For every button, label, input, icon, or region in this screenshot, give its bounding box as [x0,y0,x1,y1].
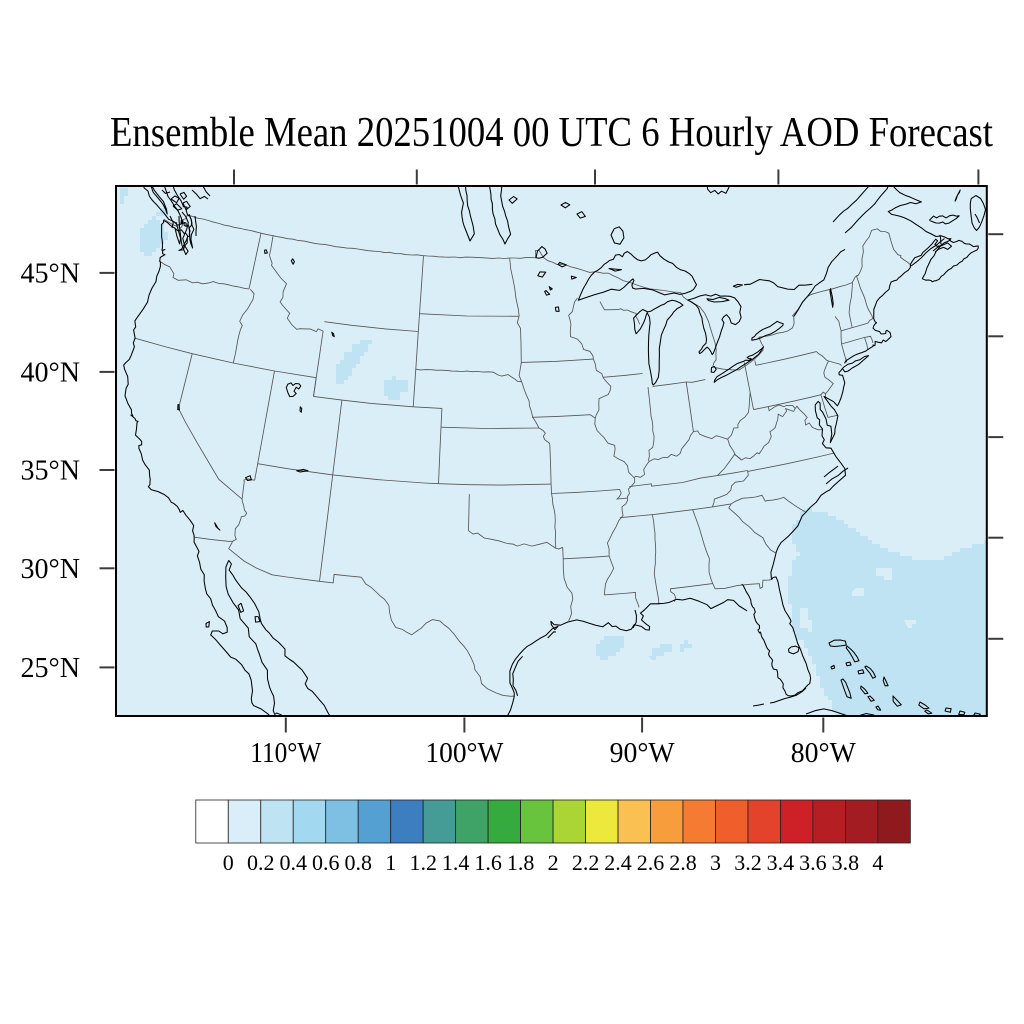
svg-text:0.4: 0.4 [279,850,307,875]
svg-text:0.8: 0.8 [344,850,372,875]
svg-text:3.2: 3.2 [734,850,762,875]
svg-text:2: 2 [548,850,559,875]
svg-text:1.8: 1.8 [507,850,535,875]
svg-text:4: 4 [872,850,883,875]
svg-text:30°N: 30°N [21,553,81,585]
svg-text:1.6: 1.6 [474,850,502,875]
svg-text:2.6: 2.6 [637,850,665,875]
svg-text:1.4: 1.4 [442,850,470,875]
svg-text:2.8: 2.8 [669,850,697,875]
svg-text:3.6: 3.6 [799,850,827,875]
svg-text:25°N: 25°N [21,652,81,684]
svg-text:110°W: 110°W [250,737,322,769]
svg-text:3.4: 3.4 [767,850,795,875]
svg-text:40°N: 40°N [21,356,81,388]
svg-text:3: 3 [710,850,721,875]
svg-text:0.6: 0.6 [312,850,340,875]
svg-text:0.2: 0.2 [247,850,275,875]
svg-text:3.8: 3.8 [832,850,860,875]
svg-text:0: 0 [223,850,234,875]
svg-text:1.2: 1.2 [409,850,437,875]
svg-text:90°W: 90°W [610,737,676,769]
svg-text:2.4: 2.4 [604,850,632,875]
svg-text:Ensemble Mean 20251004 00 UTC: Ensemble Mean 20251004 00 UTC 6 Hourly A… [110,110,993,156]
svg-text:35°N: 35°N [21,455,81,487]
svg-text:2.2: 2.2 [572,850,600,875]
svg-text:100°W: 100°W [425,737,504,769]
svg-text:80°W: 80°W [791,737,857,769]
svg-text:1: 1 [385,850,396,875]
svg-text:45°N: 45°N [21,257,81,289]
